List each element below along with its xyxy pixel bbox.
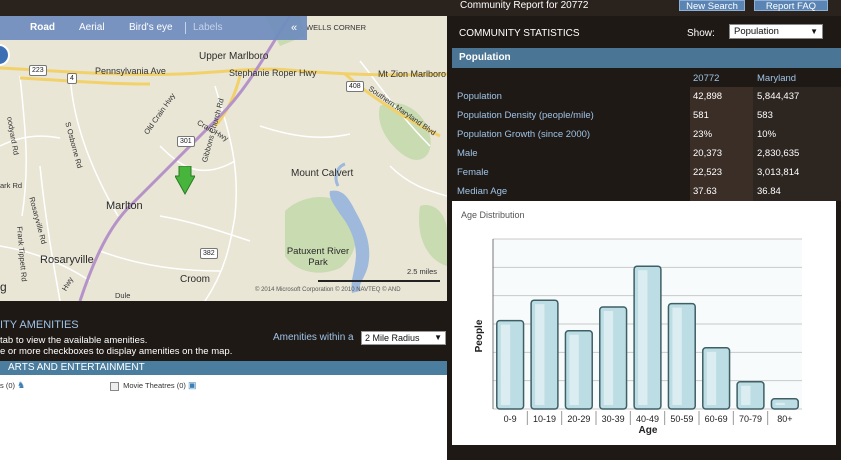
chart-canvas: 0-9 10-19 20-29 30-39 40-49 50-59 60-69 70-79 80… — [474, 238, 802, 436]
place-patuxent-park: Patuxent River Park — [286, 246, 350, 268]
place-mount-calvert: Mount Calvert — [291, 168, 354, 179]
route-shield-408: 408 — [346, 81, 364, 92]
table-row: Male 20,373 2,830,635 — [452, 144, 841, 163]
amenities-within-label: Amenities within a — [273, 332, 354, 343]
chart-x-tick-label: 80+ — [777, 414, 792, 424]
map-copyright: © 2014 Microsoft Corporation © 2010 NAVT… — [255, 287, 401, 293]
chart-x-tick-label: 30-39 — [602, 414, 625, 424]
place-marlton: Marlton — [106, 200, 143, 212]
table-row: Median Age 37.63 36.84 — [452, 182, 841, 201]
road-duley: Dule — [115, 291, 131, 300]
show-value: Population — [734, 26, 779, 37]
movie-icon: ▣ — [188, 380, 197, 390]
arts-entertainment-bar[interactable]: ARTS AND ENTERTAINMENT — [0, 361, 447, 375]
chart-x-tick-label: 40-49 — [636, 414, 659, 424]
table-row: Population 42,898 5,844,437 — [452, 87, 841, 106]
show-select[interactable]: Population ▼ — [729, 24, 823, 39]
chart-bar-highlight — [741, 385, 751, 405]
arts-entertainment-label: ARTS AND ENTERTAINMENT — [8, 362, 145, 373]
collapse-toolbar-button[interactable]: « — [291, 22, 298, 34]
chart-bar-highlight — [706, 351, 717, 405]
map-scale-label: 2.5 miles — [407, 267, 438, 276]
map-tool-aerial[interactable]: Aerial — [79, 22, 105, 33]
chart-bar[interactable] — [770, 398, 799, 410]
map-canvas — [0, 16, 447, 301]
amenities-instruction-1: tab to view the available amenities. — [0, 335, 148, 346]
chart-bar-highlight — [672, 307, 682, 405]
chart-bar-highlight — [638, 270, 648, 405]
chart-bar-highlight — [535, 304, 545, 405]
community-statistics-title: COMMUNITY STATISTICS — [459, 28, 580, 39]
chart-bar-highlight — [603, 311, 614, 405]
community-statistics-panel: COMMUNITY STATISTICS Show: Population ▼ … — [452, 16, 841, 460]
table-row: Population Density (people/mile) 581 583 — [452, 106, 841, 125]
new-search-button[interactable]: New Search — [679, 0, 745, 12]
top-bar: Community Report for 20772 New Search Re… — [0, 0, 841, 16]
report-title: Community Report for 20772 — [460, 0, 589, 11]
radius-value: 2 Mile Radius — [365, 333, 420, 343]
show-label: Show: — [687, 28, 715, 39]
place-upper-marlboro: Upper Marlboro — [199, 51, 269, 62]
report-faq-button[interactable]: Report FAQ — [754, 0, 828, 12]
map-toolbar: Road Aerial Bird's eye Labels « — [0, 16, 307, 40]
map-tool-road[interactable]: Road — [30, 22, 55, 33]
table-row: Population Growth (since 2000) 23% 10% — [452, 125, 841, 144]
radius-select[interactable]: 2 Mile Radius ▼ — [361, 331, 446, 345]
amenity-item: s (0) ♞ — [0, 380, 26, 390]
chart-x-tick-label: 70-79 — [739, 414, 762, 424]
dropdown-arrow-icon: ▼ — [434, 333, 442, 342]
chart-bar-highlight — [775, 402, 785, 405]
column-header-state: Maryland — [757, 73, 797, 84]
map-tool-labels[interactable]: Labels — [193, 22, 223, 33]
amenity-item: Movie Theatres (0) ▣ — [110, 380, 197, 391]
chart-x-tick-label: 60-69 — [705, 414, 728, 424]
toolbar-divider — [185, 22, 186, 34]
movie-theatres-checkbox[interactable] — [110, 381, 119, 391]
route-shield-382: 382 — [200, 248, 218, 259]
chart-bar-highlight — [500, 324, 511, 405]
table-row: Female 22,523 3,013,814 — [452, 163, 841, 182]
dropdown-arrow-icon: ▼ — [810, 27, 818, 36]
chart-x-tick-label: 0-9 — [504, 414, 517, 424]
chart-x-label: Age — [639, 425, 658, 436]
amenities-title: ITY AMENITIES — [0, 319, 79, 331]
amenities-instruction-2: e or more checkboxes to display amenitie… — [0, 346, 233, 357]
map-view[interactable]: Upper Marlboro Mount Calvert Marlton Ros… — [0, 16, 447, 301]
place-croom: Croom — [180, 274, 211, 285]
amenities-section: ITY AMENITIES tab to view the available … — [0, 301, 447, 460]
amenity-icon: ♞ — [17, 380, 26, 390]
chart-y-label: People — [474, 319, 485, 352]
population-section-bar: Population — [452, 48, 841, 68]
chart-x-tick-label: 20-29 — [567, 414, 590, 424]
movie-theatres-label: Movie Theatres (0) — [123, 381, 186, 390]
road-mt-zion: Mt Zion Marlboro R — [378, 69, 447, 79]
chart-bar-highlight — [569, 334, 579, 405]
place-wells-corner: WELLS CORNER — [306, 23, 367, 32]
route-shield-301: 301 — [177, 136, 195, 147]
road-g-left: g — [0, 280, 7, 294]
place-rosaryville: Rosaryville — [40, 254, 94, 266]
age-distribution-chart: Age Distribution 0-9 10-19 20-29 30-39 40-49… — [452, 201, 836, 445]
road-ark: ark Rd — [0, 181, 23, 190]
column-header-zip: 20772 — [693, 73, 720, 84]
chart-title: Age Distribution — [461, 210, 525, 220]
arts-entertainment-list: s (0) ♞ Movie Theatres (0) ▣ — [0, 375, 447, 460]
map-tool-birds-eye[interactable]: Bird's eye — [129, 22, 173, 33]
location-pin-icon[interactable] — [175, 166, 195, 196]
route-shield-4: 4 — [67, 73, 77, 84]
road-stephanie-roper: Stephanie Roper Hwy — [229, 68, 317, 78]
population-section-label: Population — [459, 52, 511, 63]
chart-x-tick-label: 50-59 — [670, 414, 693, 424]
chart-x-tick-label: 10-19 — [533, 414, 556, 424]
route-shield-223: 223 — [29, 65, 47, 76]
road-pennsylvania-ave: Pennsylvania Ave — [95, 66, 166, 76]
